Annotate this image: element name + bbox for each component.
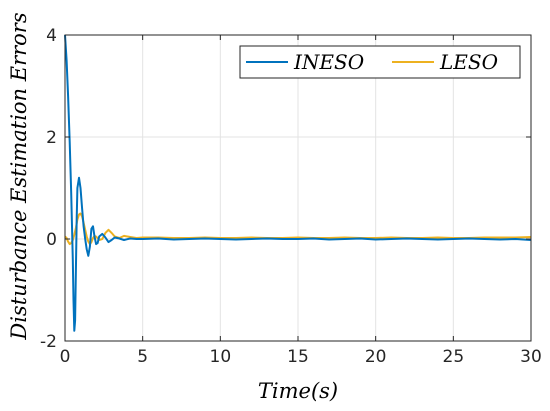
x-tick-label: 15: [287, 347, 309, 367]
legend-label-leso: LESO: [439, 50, 498, 74]
series-lines: [64, 34, 532, 332]
x-tick-label: 20: [365, 347, 387, 367]
legend: INESO LESO: [239, 45, 521, 79]
y-tick-label: 2: [46, 128, 57, 148]
y-tick-label: -2: [40, 332, 57, 352]
legend-label-ineso: INESO: [293, 50, 364, 74]
y-tick-label: 4: [46, 26, 57, 46]
series-line-ineso: [64, 34, 532, 332]
y-tick-label: 0: [46, 230, 57, 250]
x-tick-label: 25: [443, 347, 465, 367]
x-axis-label: Time(s): [258, 379, 338, 403]
x-tick-label: 10: [210, 347, 232, 367]
x-tick-label: 5: [137, 347, 148, 367]
y-axis-label: Disturbance Estimation Errors: [7, 12, 31, 340]
series-line-leso: [64, 212, 532, 246]
x-tick-label: 30: [520, 347, 542, 367]
x-tick-label: 0: [60, 347, 71, 367]
grid-lines: [64, 34, 532, 342]
